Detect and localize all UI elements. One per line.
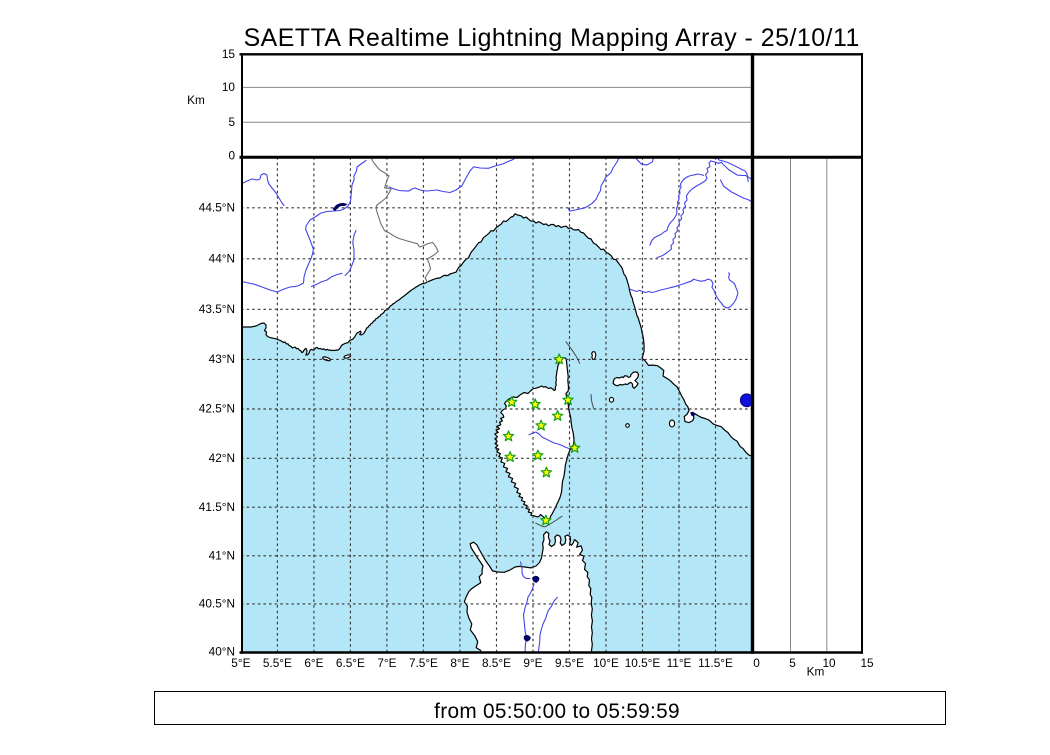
svg-text:5: 5 (789, 656, 796, 670)
svg-text:9°E: 9°E (523, 656, 542, 670)
svg-text:10: 10 (822, 656, 836, 670)
svg-text:40.5°N: 40.5°N (199, 597, 235, 611)
svg-text:6°E: 6°E (304, 656, 323, 670)
svg-text:5.5°E: 5.5°E (263, 656, 292, 670)
svg-text:from 05:50:00 to 05:59:59: from 05:50:00 to 05:59:59 (434, 700, 680, 723)
svg-text:10.5°E: 10.5°E (625, 656, 661, 670)
svg-text:8.5°E: 8.5°E (482, 656, 511, 670)
svg-text:10: 10 (222, 80, 236, 94)
svg-text:44.5°N: 44.5°N (199, 200, 235, 214)
svg-text:Km: Km (807, 664, 825, 678)
svg-text:0: 0 (753, 656, 760, 670)
svg-text:40°N: 40°N (209, 644, 235, 658)
svg-text:11.5°E: 11.5°E (698, 656, 733, 670)
svg-text:0: 0 (228, 149, 235, 163)
svg-text:5°E: 5°E (231, 656, 250, 670)
svg-text:9.5°E: 9.5°E (555, 656, 584, 670)
svg-text:42.5°N: 42.5°N (199, 402, 235, 416)
svg-text:10°E: 10°E (593, 656, 619, 670)
svg-text:8°E: 8°E (450, 656, 469, 670)
svg-text:43°N: 43°N (209, 352, 235, 366)
svg-text:6.5°E: 6.5°E (336, 656, 365, 670)
svg-text:41°N: 41°N (209, 548, 235, 562)
svg-text:Km: Km (187, 93, 205, 107)
svg-text:41.5°N: 41.5°N (199, 500, 235, 514)
svg-text:44°N: 44°N (209, 251, 235, 265)
svg-text:7°E: 7°E (377, 656, 396, 670)
svg-text:43.5°N: 43.5°N (199, 302, 235, 316)
svg-text:15: 15 (860, 656, 874, 670)
svg-text:5: 5 (228, 115, 235, 129)
svg-text:42°N: 42°N (209, 451, 235, 465)
svg-text:7.5°E: 7.5°E (409, 656, 438, 670)
svg-text:15: 15 (222, 47, 236, 61)
svg-text:SAETTA Realtime Lightning Mapp: SAETTA Realtime Lightning Mapping Array … (244, 24, 860, 52)
svg-text:11°E: 11°E (667, 656, 692, 670)
